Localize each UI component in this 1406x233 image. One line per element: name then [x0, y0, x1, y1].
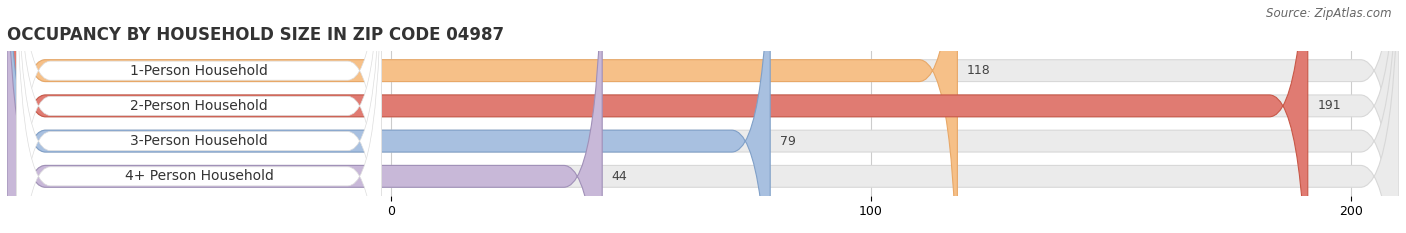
FancyBboxPatch shape: [17, 0, 381, 233]
Text: 191: 191: [1317, 99, 1341, 112]
Text: OCCUPANCY BY HOUSEHOLD SIZE IN ZIP CODE 04987: OCCUPANCY BY HOUSEHOLD SIZE IN ZIP CODE …: [7, 26, 505, 44]
Text: 44: 44: [612, 170, 627, 183]
FancyBboxPatch shape: [17, 0, 381, 233]
FancyBboxPatch shape: [17, 0, 381, 233]
Text: Source: ZipAtlas.com: Source: ZipAtlas.com: [1267, 7, 1392, 20]
FancyBboxPatch shape: [7, 0, 1399, 233]
FancyBboxPatch shape: [7, 0, 1308, 233]
Text: 79: 79: [780, 135, 796, 148]
FancyBboxPatch shape: [7, 0, 1399, 233]
FancyBboxPatch shape: [7, 0, 770, 233]
Text: 3-Person Household: 3-Person Household: [131, 134, 269, 148]
Text: 1-Person Household: 1-Person Household: [131, 64, 269, 78]
FancyBboxPatch shape: [17, 0, 381, 233]
FancyBboxPatch shape: [7, 0, 1399, 233]
FancyBboxPatch shape: [7, 0, 602, 233]
Text: 4+ Person Household: 4+ Person Household: [125, 169, 273, 183]
FancyBboxPatch shape: [7, 0, 1399, 233]
Text: 2-Person Household: 2-Person Household: [131, 99, 269, 113]
Text: 118: 118: [967, 64, 991, 77]
FancyBboxPatch shape: [7, 0, 957, 233]
